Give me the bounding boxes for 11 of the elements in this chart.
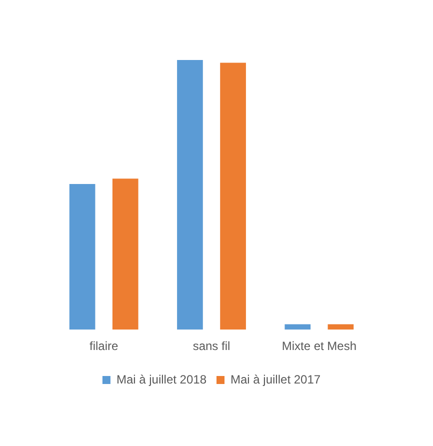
bar: [284, 324, 311, 330]
x-tick-label: sans fil: [192, 339, 230, 354]
bar: [69, 184, 96, 330]
bar: [220, 62, 246, 330]
legend-label: Mai à juillet 2018: [116, 372, 207, 386]
x-tick-label: Mixte et Mesh: [282, 339, 357, 354]
bar: [328, 324, 354, 330]
x-tick-label: filaire: [89, 339, 118, 354]
legend-label: Mai à juillet 2017: [230, 372, 321, 386]
bar: [177, 60, 203, 330]
bar: [112, 178, 138, 330]
